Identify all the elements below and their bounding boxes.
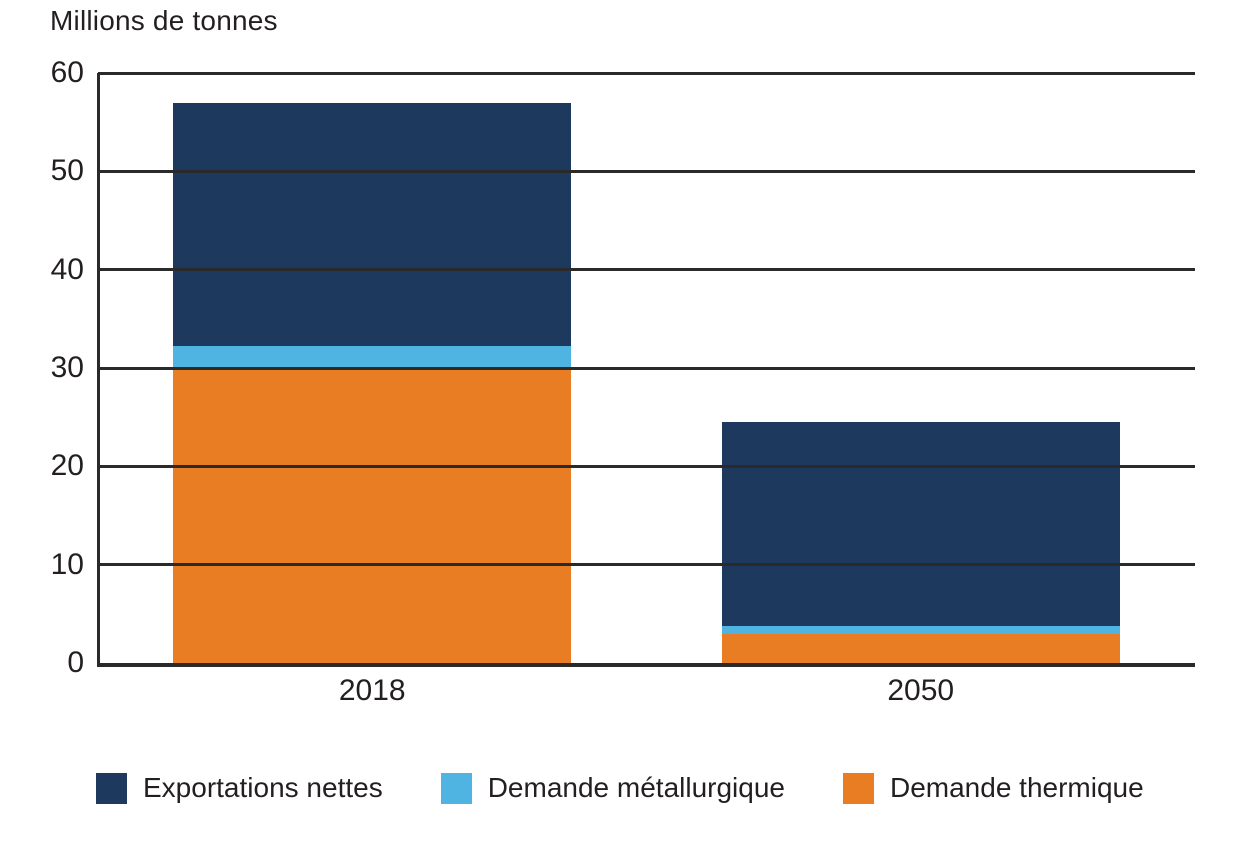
y-axis-label-20: 20: [50, 449, 84, 483]
x-axis-label-2018: 2018: [338, 674, 406, 707]
bar-2050: [721, 422, 1120, 663]
y-axis-line: [97, 73, 100, 667]
legend-label-exportations-nettes: Exportations nettes: [143, 772, 383, 803]
bar-segment-demande-thermique-2018[interactable]: [173, 368, 572, 663]
gridline-y20: [98, 464, 1195, 468]
y-axis-label-50: 50: [50, 154, 84, 188]
legend-swatch-demande-metallurgique: [440, 772, 472, 804]
legend: Exportations nettes Demande métallurgique…: [96, 772, 1144, 804]
gridline-y30: [98, 366, 1195, 370]
legend-item-demande-metallurgique[interactable]: Demande métallurgique: [440, 772, 785, 804]
category-tick-2: [1192, 647, 1195, 663]
y-axis-label-60: 60: [50, 56, 84, 89]
bar-2018: [173, 102, 572, 663]
gridline-y50: [98, 169, 1195, 173]
legend-swatch-demande-thermique: [842, 772, 874, 804]
plot-area: [98, 71, 1195, 663]
chart-title: Millions de tonnes: [50, 5, 278, 36]
y-axis-label-40: 40: [50, 252, 84, 286]
category-tick-1: [643, 647, 647, 663]
bar-segment-exportations-nettes-2050[interactable]: [721, 422, 1120, 626]
gridline-y40: [98, 268, 1195, 272]
bar-segment-demande-thermique-2050[interactable]: [721, 634, 1120, 663]
legend-item-exportations-nettes[interactable]: Exportations nettes: [96, 772, 383, 804]
bar-segment-demande-metallurgique-2018[interactable]: [173, 346, 572, 368]
bar-segment-demande-metallurgique-2050[interactable]: [721, 625, 1120, 635]
y-axis-label-0: 0: [67, 646, 84, 679]
gridline-y10: [98, 563, 1195, 567]
legend-label-demande-thermique: Demande thermique: [889, 772, 1144, 803]
y-axis-label-10: 10: [50, 547, 84, 581]
legend-item-demande-thermique[interactable]: Demande thermique: [842, 772, 1144, 804]
bar-segment-exportations-nettes-2018[interactable]: [173, 102, 572, 347]
legend-label-demande-metallurgique: Demande métallurgique: [487, 772, 785, 803]
x-axis-label-2050: 2050: [887, 674, 955, 707]
x-axis-line: [98, 663, 1195, 667]
gridline-y60: [98, 71, 1195, 75]
y-axis-label-30: 30: [50, 351, 84, 384]
legend-swatch-exportations-nettes: [96, 772, 127, 804]
